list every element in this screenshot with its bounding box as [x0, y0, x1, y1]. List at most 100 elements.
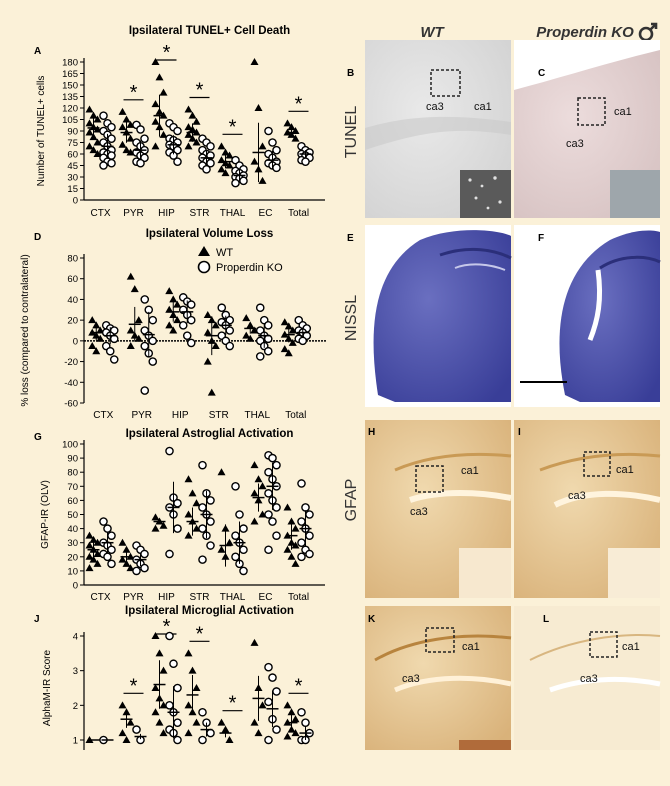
- y-tick-label: 60: [67, 496, 78, 507]
- data-point-triangle: [280, 345, 289, 353]
- x-tick-label: STR: [190, 208, 210, 219]
- data-point-circle: [272, 725, 281, 734]
- image-panel-c: C ca1 ca3: [514, 40, 660, 218]
- y-tick-label: 90: [67, 454, 78, 465]
- x-tick-label: HIP: [158, 592, 175, 603]
- data-point-triangle: [188, 489, 197, 497]
- region-label-ca1: ca1: [616, 464, 634, 476]
- data-point-triangle: [184, 649, 193, 657]
- male-symbol-icon: [638, 22, 658, 42]
- data-point-triangle: [258, 176, 267, 184]
- data-point-circle: [182, 331, 192, 340]
- panel-letter: D: [34, 232, 41, 243]
- data-point-circle: [132, 566, 141, 576]
- data-point-circle: [305, 510, 314, 519]
- data-point-circle: [169, 659, 178, 669]
- data-point-triangle: [122, 736, 131, 743]
- significance-star: *: [130, 82, 138, 104]
- data-point-triangle: [93, 115, 102, 123]
- data-point-triangle: [291, 559, 300, 567]
- data-point-circle: [206, 517, 215, 526]
- data-point-circle: [198, 707, 207, 717]
- data-point-circle: [173, 718, 182, 727]
- region-label-ca3: ca3: [426, 101, 444, 113]
- data-point-triangle: [93, 150, 102, 157]
- data-point-triangle: [250, 638, 259, 646]
- legend-label: Properdin KO: [216, 262, 283, 274]
- data-point-circle: [165, 446, 174, 456]
- data-point-triangle: [203, 357, 212, 365]
- chart-panel-j: Ipsilateral Microglial Activation J AlphaM…: [34, 605, 314, 750]
- y-tick-label: 0: [73, 336, 78, 347]
- data-point-triangle: [151, 100, 160, 108]
- x-tick-label: PYR: [131, 410, 152, 421]
- data-point-triangle: [184, 510, 193, 518]
- data-point-circle: [132, 725, 141, 734]
- data-point-triangle: [85, 541, 94, 549]
- significance-star: *: [130, 675, 138, 697]
- data-point-circle: [239, 524, 248, 533]
- y-tick-label: 60: [67, 274, 78, 285]
- image-panel-k: K ca1 ca3: [365, 606, 512, 750]
- panel-letter-l: L: [543, 614, 549, 625]
- data-point-triangle: [89, 111, 98, 119]
- chart-title: Ipsilateral Microglial Activation: [125, 605, 294, 617]
- panel-letter: J: [34, 614, 40, 625]
- y-tick-label: -20: [64, 357, 78, 368]
- data-point-circle: [206, 142, 215, 151]
- data-point-triangle: [165, 305, 174, 313]
- data-point-circle: [264, 510, 273, 519]
- data-point-circle: [99, 517, 108, 526]
- panel-letter: A: [34, 46, 41, 57]
- data-point-triangle: [126, 342, 135, 350]
- data-point-triangle: [284, 349, 293, 357]
- data-point-circle: [264, 467, 273, 477]
- data-point-circle: [272, 531, 281, 540]
- chart-panel-d: Ipsilateral Volume Loss D% loss (compared…: [20, 228, 327, 421]
- data-point-triangle: [159, 521, 168, 529]
- data-point-circle: [107, 122, 116, 132]
- significance-star: *: [229, 693, 237, 715]
- chart-title: Ipsilateral Volume Loss: [146, 228, 274, 240]
- panel-letter-i: I: [518, 427, 521, 438]
- data-point-triangle: [291, 729, 300, 737]
- data-point-circle: [272, 460, 281, 470]
- data-point-circle: [297, 538, 306, 548]
- data-point-circle: [103, 552, 112, 562]
- row-label-nissl: NISSL: [343, 295, 360, 341]
- panel-letter-c: C: [538, 68, 545, 79]
- data-point-triangle: [284, 322, 293, 330]
- region-label-ca3: ca3: [402, 673, 420, 685]
- data-point-circle: [263, 346, 273, 356]
- x-tick-label: EC: [259, 592, 273, 603]
- x-tick-label: Total: [288, 592, 309, 603]
- data-point-triangle: [217, 545, 226, 553]
- x-tick-label: CTX: [91, 208, 111, 219]
- x-tick-label: EC: [259, 208, 273, 219]
- data-point-circle: [305, 549, 314, 559]
- y-tick-label: 20: [67, 552, 78, 563]
- data-point-triangle: [151, 142, 160, 150]
- panel-letter-f: F: [538, 233, 544, 244]
- data-point-circle: [239, 545, 248, 555]
- data-point-circle: [198, 503, 207, 512]
- data-point-circle: [272, 503, 281, 512]
- y-tick-label: 30: [67, 173, 78, 184]
- data-point-circle: [239, 566, 248, 576]
- data-point-circle: [198, 735, 207, 745]
- x-tick-label: PYR: [123, 208, 144, 219]
- image-panel-l: L ca1 ca3: [514, 606, 661, 750]
- y-tick-label: -60: [64, 399, 78, 410]
- data-point-circle: [165, 549, 174, 559]
- data-point-triangle: [291, 134, 300, 142]
- data-point-circle: [268, 138, 277, 147]
- data-point-circle: [298, 336, 308, 346]
- data-point-circle: [297, 707, 306, 717]
- y-axis-label: GFAP-IR (OLV): [40, 480, 51, 549]
- data-point-triangle: [225, 736, 234, 743]
- data-point-circle: [107, 559, 116, 569]
- panel-letter: G: [34, 432, 42, 443]
- data-point-triangle: [217, 468, 226, 476]
- data-point-triangle: [151, 708, 160, 716]
- significance-star: *: [163, 42, 171, 64]
